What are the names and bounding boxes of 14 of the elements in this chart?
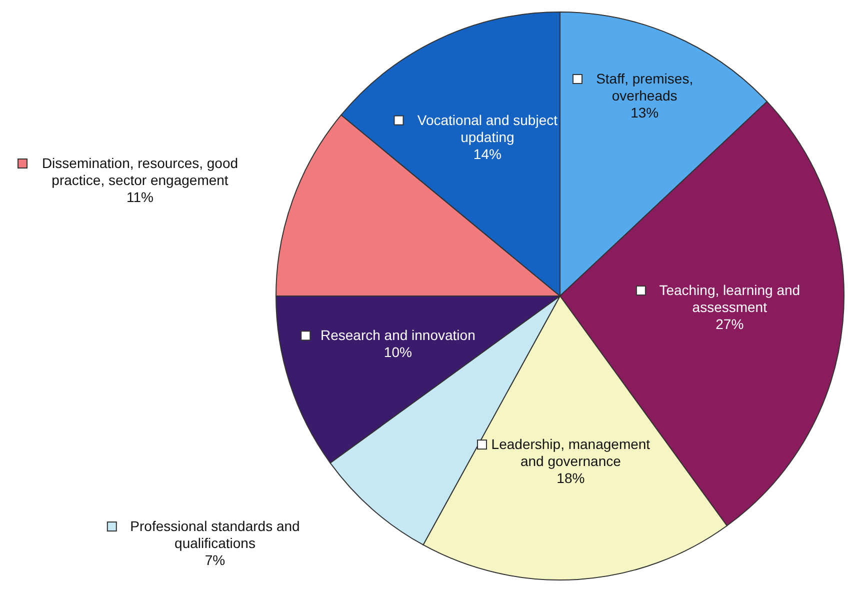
legend-label: Research and innovation bbox=[320, 327, 476, 344]
data-label: 11% bbox=[126, 189, 154, 205]
data-label: 7% bbox=[204, 552, 226, 568]
legend-label: Leadership, management and governance bbox=[491, 436, 650, 470]
legend-label: Dissemination, resources, good practice, sector engagement bbox=[42, 155, 238, 188]
legend-label: Vocational and subject updating bbox=[417, 112, 558, 145]
data-label: 14% bbox=[473, 146, 502, 162]
data-label: 27% bbox=[716, 316, 744, 332]
data-label: 13% bbox=[630, 104, 659, 121]
data-label: 10% bbox=[384, 344, 412, 360]
legend-label: Teaching, learning and assessment bbox=[659, 282, 800, 316]
legend-label: Staff, premises, overheads bbox=[596, 70, 694, 104]
data-label: 18% bbox=[556, 470, 585, 486]
legend-label: Professional standards and qualifications bbox=[130, 518, 300, 551]
